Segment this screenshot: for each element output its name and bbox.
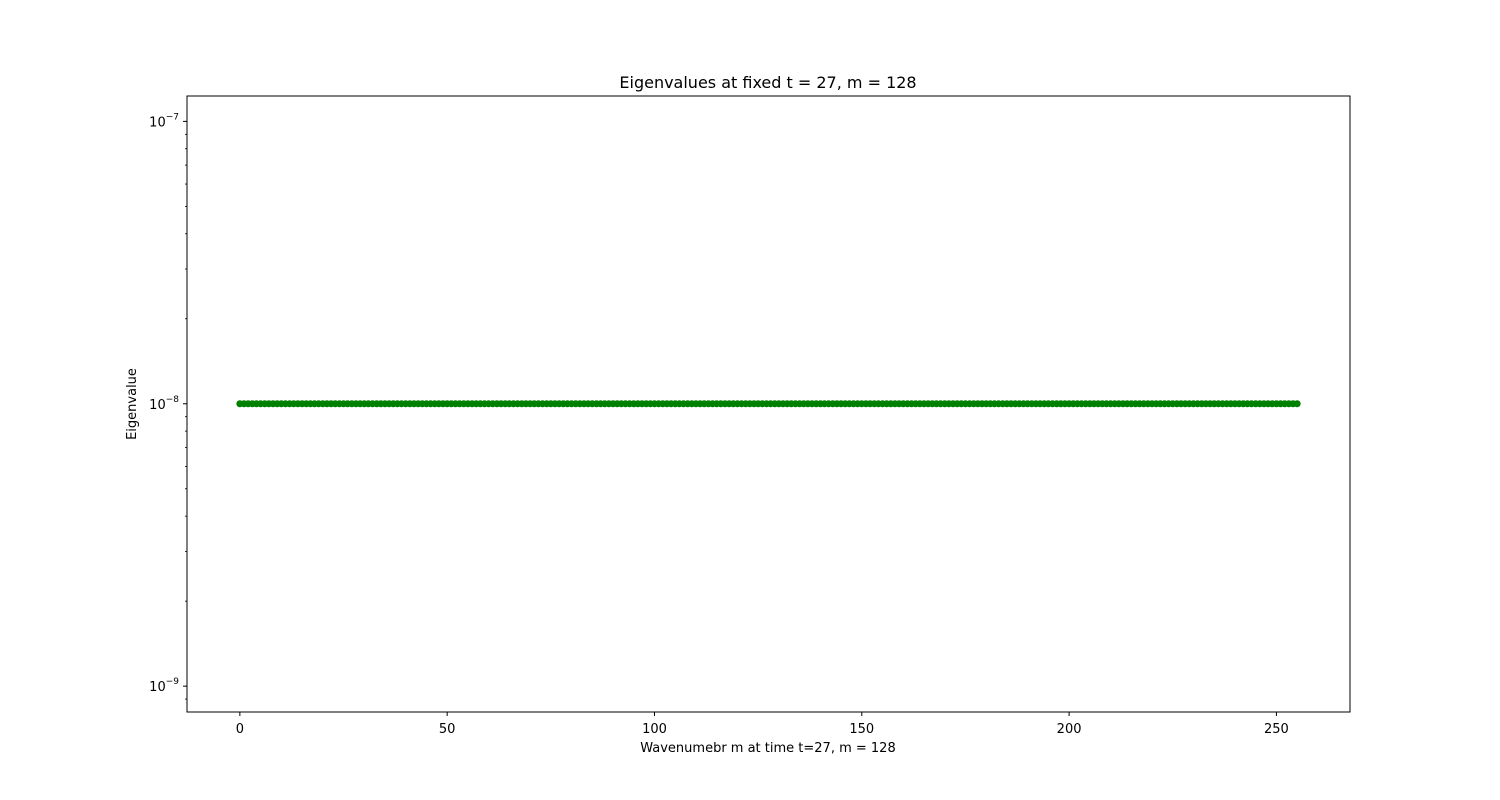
x-axis-label: Wavenumebr m at time t=27, m = 128 (640, 741, 895, 756)
y-axis-label: Eigenvalue (125, 368, 140, 440)
chart-title: Eigenvalues at fixed t = 27, m = 128 (619, 73, 916, 92)
x-tick-label: 150 (849, 722, 874, 737)
x-tick-label: 50 (439, 722, 456, 737)
y-tick-label: 10−8 (149, 395, 179, 413)
data-point (1293, 400, 1301, 408)
y-tick-label: 10−9 (149, 677, 179, 695)
x-tick-label: 250 (1264, 722, 1289, 737)
x-tick-label: 200 (1057, 722, 1082, 737)
y-axis: 10−9 10−8 10−7 (149, 112, 187, 700)
x-tick-label: 0 (236, 722, 244, 737)
x-axis: 0 50 100 150 200 250 (236, 712, 1289, 737)
x-tick-label: 100 (642, 722, 667, 737)
data-points (236, 400, 1301, 408)
y-tick-label: 10−7 (149, 112, 179, 130)
